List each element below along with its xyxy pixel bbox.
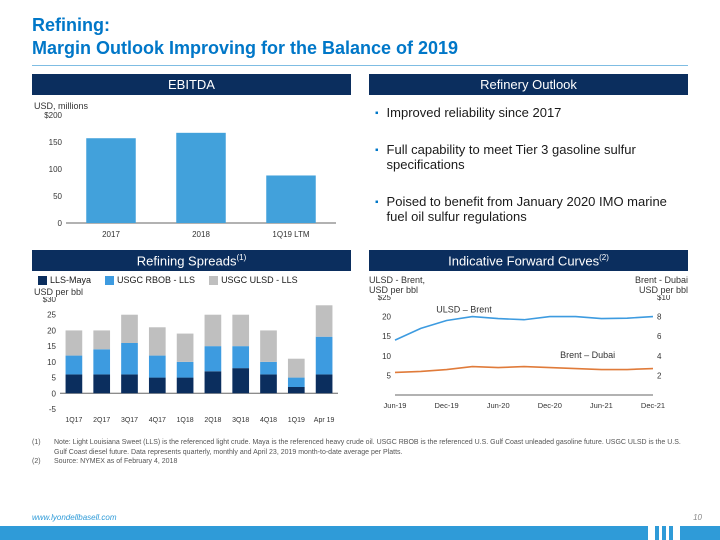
outlook-bullet: Full capability to meet Tier 3 gasoline … [375,142,688,172]
svg-text:0: 0 [52,390,57,399]
ebitda-header: EBITDA [32,74,351,95]
curves-chart: 5 10 15 20 $25 2 4 6 8 $10 Jun-19 Dec-19 Jun-20 Dec-2… [369,295,679,411]
outlook-panel: Refinery Outlook Improved reliability si… [369,74,688,246]
footnotes: (1)Note: Light Louisiana Sweet (LLS) is … [32,438,688,465]
curves-panel: Indicative Forward Curves(2) ULSD - Bren… [369,250,688,430]
svg-text:10: 10 [382,352,391,361]
curves-header: Indicative Forward Curves(2) [369,250,688,271]
svg-text:1Q17: 1Q17 [65,417,82,424]
outlook-header: Refinery Outlook [369,74,688,95]
spreads-ylabel: USD per bbl [34,287,351,297]
svg-text:150: 150 [49,138,63,147]
svg-text:2: 2 [657,372,662,381]
svg-text:Dec-19: Dec-19 [435,401,459,410]
svg-text:Jun-19: Jun-19 [384,401,407,410]
spreads-header: Refining Spreads(1) [32,250,351,271]
footnote: (1)Note: Light Louisiana Sweet (LLS) is … [32,438,688,456]
svg-text:10: 10 [47,358,56,367]
spreads-chart: -5 0 5 10 15 20 25 $30 1Q17 2Q17 3Q17 4Q17 1Q18 2Q18 3… [32,297,342,425]
svg-text:Jun-20: Jun-20 [487,401,510,410]
outlook-bullets: Improved reliability since 2017 Full capa… [369,105,688,224]
svg-text:2017: 2017 [102,230,120,239]
spreads-panel: Refining Spreads(1) LLS-Maya USGC RBOB - … [32,250,351,430]
outlook-bullet: Poised to benefit from January 2020 IMO … [375,194,688,224]
curves-right-label: Brent - Dubai USD per bbl [635,275,688,295]
title-divider [32,65,688,66]
svg-text:2Q17: 2Q17 [93,417,110,424]
svg-text:6: 6 [657,333,662,342]
spreads-legend: LLS-Maya USGC RBOB - LLS USGC ULSD - LLS [38,275,351,285]
ebitda-panel: EBITDA USD, millions 0 50 100 150 $200 2017 20… [32,74,351,246]
svg-text:50: 50 [53,192,62,201]
svg-text:4Q18: 4Q18 [260,417,277,424]
svg-text:2018: 2018 [192,230,210,239]
svg-text:3Q18: 3Q18 [232,417,249,424]
ebitda-ylabel: USD, millions [34,101,351,111]
svg-text:100: 100 [49,165,63,174]
legend-item: USGC ULSD - LLS [209,275,298,285]
title-line-2: Margin Outlook Improving for the Balance… [32,38,458,58]
footnote: (2)Source: NYMEX as of February 4, 2018 [32,457,688,466]
svg-text:3Q17: 3Q17 [121,417,138,424]
curves-header-sup: (2) [599,253,609,262]
svg-text:15: 15 [382,333,391,342]
footer-stripes [648,526,680,540]
title-line-1: Refining: [32,15,110,35]
footer-page: 10 [693,513,702,522]
svg-text:2Q18: 2Q18 [204,417,221,424]
svg-text:5: 5 [387,372,392,381]
curves-right-label-l1: Brent - Dubai [635,275,688,285]
svg-text:$30: $30 [43,297,57,304]
svg-text:-5: -5 [49,405,57,414]
footer-url: www.lyondellbasell.com [32,513,116,522]
svg-text:$200: $200 [44,111,62,120]
svg-text:1Q19 LTM: 1Q19 LTM [272,230,310,239]
svg-text:Jun-21: Jun-21 [590,401,613,410]
svg-text:Dec-21: Dec-21 [641,401,665,410]
svg-text:Brent – Dubai: Brent – Dubai [560,350,615,360]
curves-left-label: ULSD - Brent, USD per bbl [369,275,425,295]
svg-text:Apr 19: Apr 19 [314,417,335,424]
curves-header-text: Indicative Forward Curves [448,253,599,268]
curves-left-label-l1: ULSD - Brent, [369,275,425,285]
svg-text:1Q19: 1Q19 [288,417,305,424]
ebitda-chart: 0 50 100 150 $200 2017 2018 1Q19 LTM [32,111,342,241]
curves-left-label-l2: USD per bbl [369,285,418,295]
svg-text:1Q18: 1Q18 [177,417,194,424]
svg-text:4: 4 [657,352,662,361]
legend-item: LLS-Maya [38,275,91,285]
svg-text:$10: $10 [657,295,671,302]
svg-text:$25: $25 [378,295,392,302]
svg-text:0: 0 [58,219,63,228]
legend-item: USGC RBOB - LLS [105,275,195,285]
svg-text:5: 5 [52,374,57,383]
spreads-header-sup: (1) [236,253,246,262]
svg-text:20: 20 [47,327,56,336]
svg-text:4Q17: 4Q17 [149,417,166,424]
svg-text:20: 20 [382,313,391,322]
page-title: Refining: Margin Outlook Improving for t… [32,14,688,59]
curves-right-label-l2: USD per bbl [639,285,688,295]
svg-text:ULSD – Brent: ULSD – Brent [436,305,492,315]
footer-bar [0,526,720,540]
svg-text:25: 25 [47,311,56,320]
spreads-header-text: Refining Spreads [137,253,237,268]
svg-text:15: 15 [47,343,56,352]
svg-text:Dec-20: Dec-20 [538,401,562,410]
outlook-bullet: Improved reliability since 2017 [375,105,688,120]
svg-text:8: 8 [657,313,662,322]
